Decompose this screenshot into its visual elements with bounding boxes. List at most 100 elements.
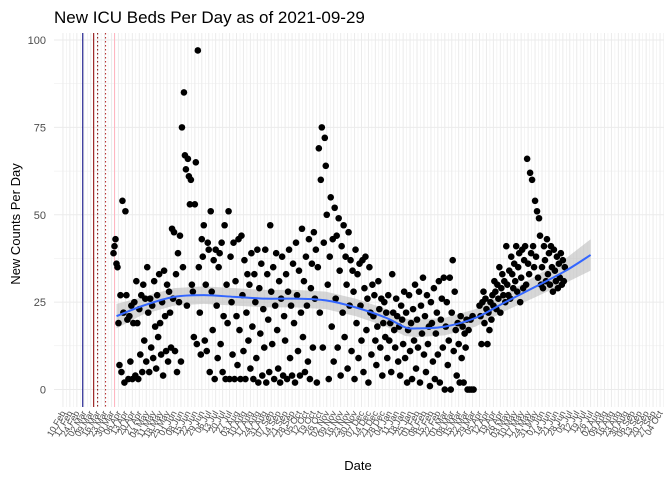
data-point <box>221 221 228 229</box>
data-point <box>217 340 224 348</box>
y-tick-label: 50 <box>34 210 46 222</box>
data-point <box>155 270 163 278</box>
data-point <box>497 309 504 316</box>
data-point <box>230 239 237 247</box>
data-point <box>458 354 465 362</box>
data-point <box>145 368 153 376</box>
data-point <box>161 312 169 320</box>
data-point <box>374 323 381 330</box>
data-point <box>135 375 142 383</box>
data-point <box>492 288 499 295</box>
data-point <box>208 288 216 295</box>
data-point <box>439 344 447 351</box>
data-point <box>215 263 222 271</box>
data-point <box>366 263 373 271</box>
data-point <box>176 232 184 240</box>
data-point <box>318 124 326 131</box>
data-point <box>261 246 269 254</box>
data-point <box>193 340 201 348</box>
data-point <box>276 379 284 386</box>
data-point <box>357 302 364 309</box>
data-point <box>259 305 267 313</box>
data-point <box>122 207 129 215</box>
data-point <box>213 302 220 309</box>
data-point <box>140 337 148 344</box>
data-point <box>380 298 388 306</box>
data-point <box>153 291 161 299</box>
data-point <box>524 260 532 267</box>
data-point <box>187 176 195 184</box>
data-point <box>171 347 179 355</box>
data-point <box>220 312 227 320</box>
data-point <box>182 166 190 173</box>
data-point <box>534 274 542 281</box>
data-point <box>133 277 140 285</box>
data-point <box>436 379 444 386</box>
data-point <box>160 267 168 274</box>
smooth-trend-line <box>116 254 592 330</box>
data-point <box>444 361 452 369</box>
data-point <box>402 309 410 316</box>
data-point <box>238 232 245 240</box>
data-point <box>424 340 432 348</box>
data-point <box>166 309 174 316</box>
data-point <box>546 281 554 288</box>
data-point <box>328 323 336 330</box>
data-point <box>295 267 303 274</box>
data-point <box>511 277 519 285</box>
data-point <box>385 337 393 344</box>
data-point <box>508 270 516 278</box>
data-point <box>360 368 367 376</box>
data-point <box>343 281 350 288</box>
data-point <box>434 351 442 358</box>
data-point <box>286 354 294 362</box>
data-point <box>297 309 305 316</box>
data-point <box>533 207 541 215</box>
data-point <box>177 358 185 365</box>
data-point <box>172 270 180 278</box>
data-point <box>341 333 348 341</box>
data-point <box>293 291 301 299</box>
data-point <box>440 274 448 281</box>
data-point <box>119 197 126 205</box>
data-point <box>211 375 218 383</box>
data-point <box>372 337 379 344</box>
data-point <box>358 337 365 344</box>
data-point <box>266 221 274 229</box>
data-point <box>149 354 157 362</box>
data-point <box>263 270 271 278</box>
data-point <box>373 361 380 369</box>
data-point <box>495 295 502 302</box>
data-point <box>460 379 467 386</box>
data-point <box>361 284 368 292</box>
data-point <box>192 159 200 166</box>
data-point <box>423 291 431 299</box>
data-point <box>134 319 141 327</box>
data-point <box>127 358 134 365</box>
data-point <box>400 288 408 295</box>
data-point <box>174 249 182 257</box>
data-point <box>429 358 437 365</box>
data-point <box>309 344 317 351</box>
data-point <box>253 354 260 362</box>
data-point <box>231 375 238 383</box>
data-point <box>539 284 547 292</box>
data-point <box>391 344 399 351</box>
data-point <box>557 249 565 257</box>
data-point <box>441 386 449 393</box>
data-point <box>289 260 297 267</box>
data-point <box>551 267 559 274</box>
data-point <box>453 372 460 379</box>
data-points <box>110 47 569 393</box>
data-point <box>308 260 316 267</box>
data-point <box>513 288 521 295</box>
data-point <box>407 319 415 327</box>
data-point <box>249 323 256 330</box>
data-point <box>234 361 241 369</box>
plot-area <box>54 33 664 407</box>
data-point <box>303 302 311 309</box>
data-point <box>538 263 546 271</box>
data-point <box>246 281 253 288</box>
data-point <box>452 326 460 334</box>
